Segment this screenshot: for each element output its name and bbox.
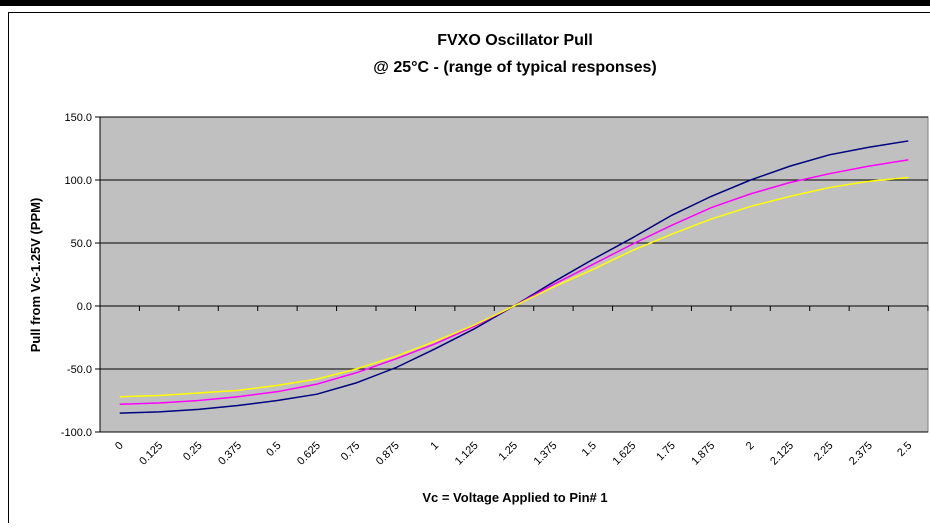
- y-tick-label: 50.0: [71, 238, 92, 250]
- x-axis-label: Vc = Voltage Applied to Pin# 1: [422, 490, 607, 505]
- top-bar: [0, 0, 930, 6]
- chart-title: FVXO Oscillator Pull: [437, 32, 593, 49]
- y-tick-label: -50.0: [67, 364, 92, 376]
- y-tick-label: -100.0: [61, 427, 92, 439]
- plot-background: [100, 117, 928, 432]
- y-tick-label: 100.0: [64, 175, 92, 187]
- y-tick-label: 150.0: [64, 112, 92, 124]
- chart-subtitle: @ 25°C - (range of typical responses): [373, 59, 656, 76]
- y-axis-label: Pull from Vc-1.25V (PPM): [28, 198, 43, 353]
- y-tick-label: 0.0: [77, 301, 92, 313]
